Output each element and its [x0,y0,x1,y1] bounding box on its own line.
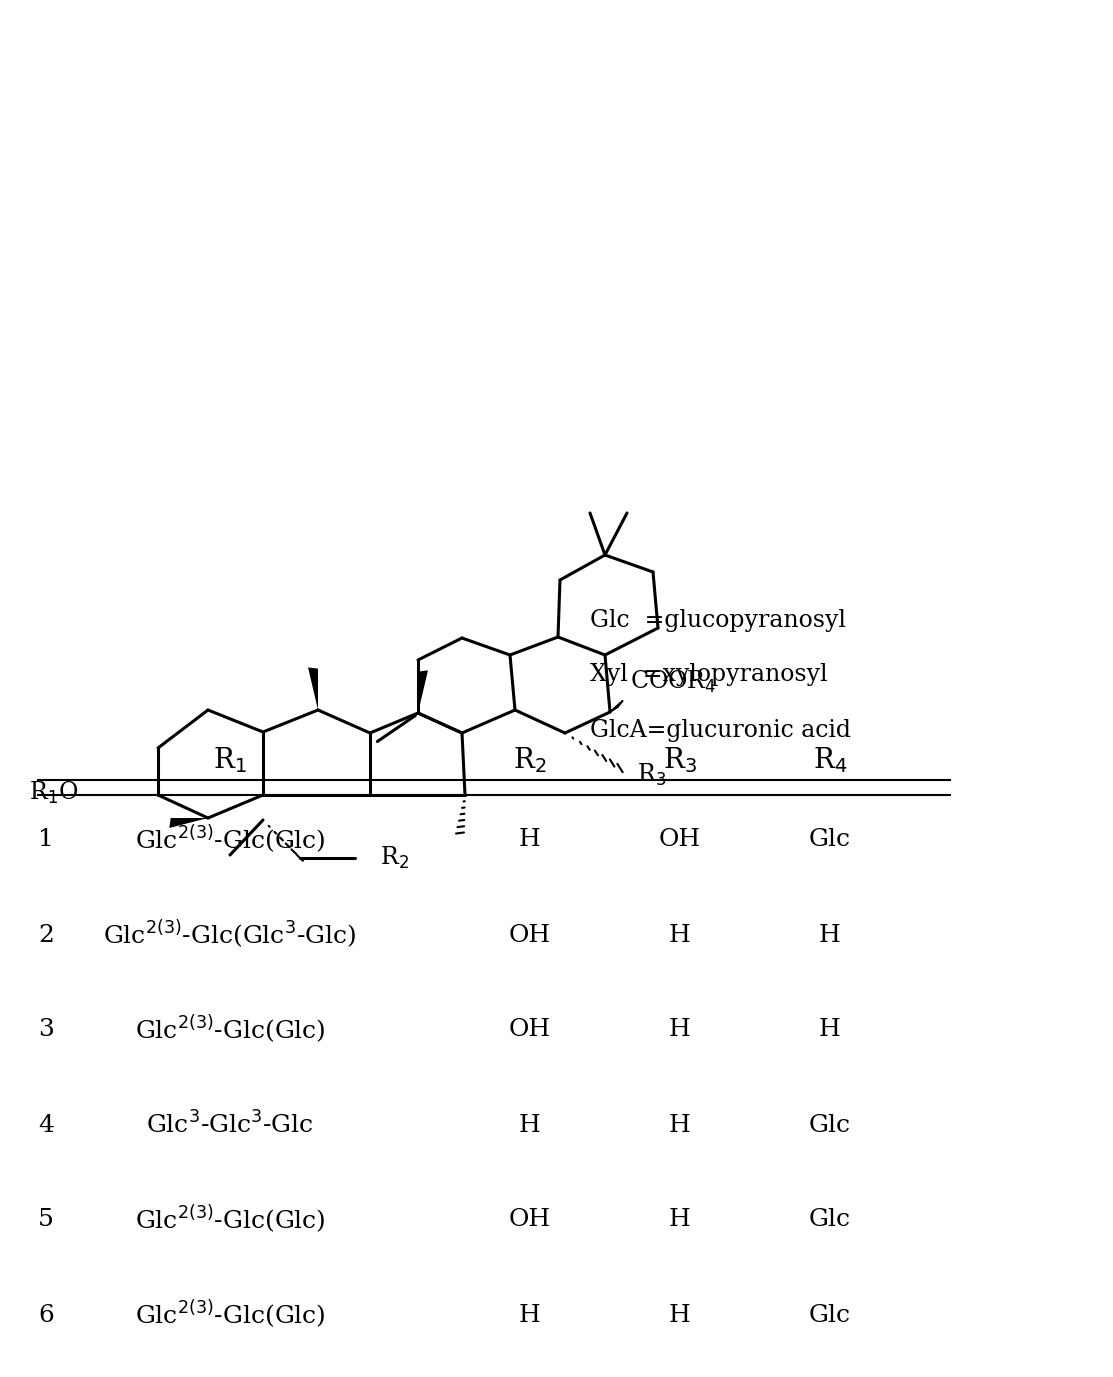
Text: H: H [819,924,841,946]
Text: H: H [669,1304,691,1326]
Text: 6: 6 [38,1304,53,1326]
Text: Glc$^{2(3)}$-Glc(Glc): Glc$^{2(3)}$-Glc(Glc) [135,1013,325,1047]
Text: Glc: Glc [809,1209,851,1231]
Text: H: H [669,1114,691,1136]
Text: R$_2$: R$_2$ [380,845,408,872]
Text: OH: OH [509,924,551,946]
Text: R$_1$O: R$_1$O [29,779,78,806]
Text: H: H [669,1209,691,1231]
Text: Glc: Glc [809,1304,851,1326]
Text: H: H [519,1114,541,1136]
Text: Glc$^{3}$-Glc$^{3}$-Glc: Glc$^{3}$-Glc$^{3}$-Glc [146,1111,314,1139]
Text: R$_3$: R$_3$ [663,745,697,775]
Text: H: H [669,1019,691,1041]
Text: 2: 2 [38,924,53,946]
Text: R$_3$: R$_3$ [637,761,667,788]
Text: Glc$^{2(3)}$-Glc(Glc$^{3}$-Glc): Glc$^{2(3)}$-Glc(Glc$^{3}$-Glc) [104,918,356,952]
Text: Glc$^{2(3)}$-Glc(Glc): Glc$^{2(3)}$-Glc(Glc) [135,1299,325,1332]
Text: Glc: Glc [809,1114,851,1136]
Polygon shape [418,671,429,713]
Text: Glc: Glc [809,829,851,851]
Polygon shape [169,818,208,828]
Text: H: H [519,829,541,851]
Text: Xyl  =xylopyranosyl: Xyl =xylopyranosyl [590,664,828,687]
Polygon shape [308,668,318,711]
Text: Glc$^{2(3)}$-Glc(Glc): Glc$^{2(3)}$-Glc(Glc) [135,1203,325,1237]
Text: 5: 5 [38,1209,53,1231]
Text: H: H [669,924,691,946]
Text: 1: 1 [38,829,53,851]
Text: 4: 4 [38,1114,53,1136]
Text: R$_4$: R$_4$ [812,745,847,775]
Text: OH: OH [509,1019,551,1041]
Text: 3: 3 [38,1019,53,1041]
Text: H: H [819,1019,841,1041]
Text: R$_2$: R$_2$ [513,745,546,775]
Text: OH: OH [509,1209,551,1231]
Text: Glc$^{2(3)}$-Glc(Glc): Glc$^{2(3)}$-Glc(Glc) [135,823,325,856]
Text: R$_1$: R$_1$ [213,745,247,775]
Text: GlcA=glucuronic acid: GlcA=glucuronic acid [590,719,851,741]
Text: OH: OH [659,829,701,851]
Text: Glc  =glucopyranosyl: Glc =glucopyranosyl [590,609,846,632]
Text: H: H [519,1304,541,1326]
Text: COOR$_4$: COOR$_4$ [630,669,717,695]
